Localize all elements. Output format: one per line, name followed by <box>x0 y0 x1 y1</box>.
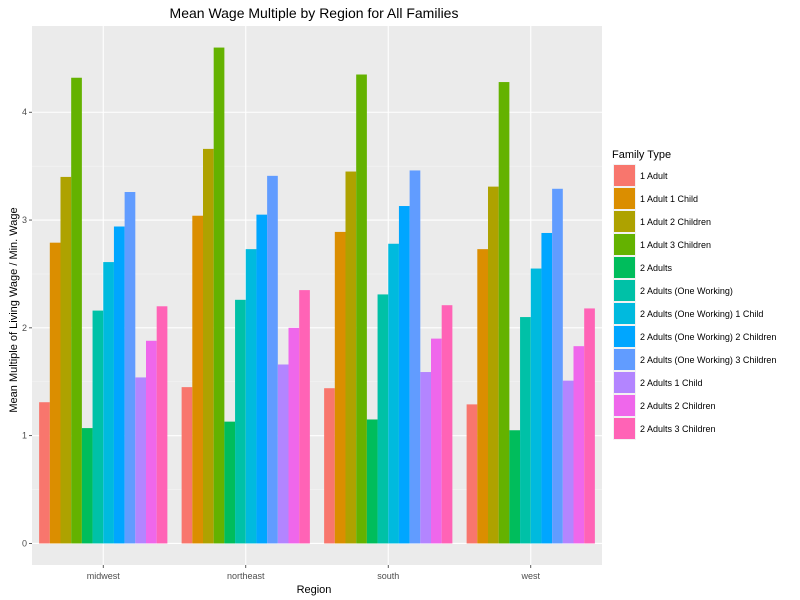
bar <box>81 428 93 544</box>
bar <box>135 377 146 544</box>
bar <box>441 305 453 544</box>
legend-swatch <box>614 418 635 439</box>
x-tick-label: south <box>377 571 399 581</box>
bar <box>146 340 157 544</box>
legend-title: Family Type <box>612 149 671 161</box>
bar <box>488 186 499 544</box>
legend-label: 2 Adults 3 Children <box>640 424 716 434</box>
y-tick-label: 2 <box>22 323 27 333</box>
bar <box>124 192 136 544</box>
legend-label: 1 Adult 1 Child <box>640 194 698 204</box>
bar <box>245 249 257 544</box>
bar <box>192 215 203 544</box>
legend-label: 2 Adults (One Working) 3 Children <box>640 355 776 365</box>
bar <box>299 290 310 544</box>
bar <box>71 77 82 544</box>
bar <box>277 364 289 544</box>
legend-label: 2 Adults (One Working) 1 Child <box>640 309 763 319</box>
legend-swatch <box>614 395 635 416</box>
bar <box>509 430 521 544</box>
bar <box>324 388 335 544</box>
bar <box>103 262 114 544</box>
x-tick-label: midwest <box>87 571 121 581</box>
bar <box>420 372 431 544</box>
bar <box>39 402 50 544</box>
bar <box>388 243 399 544</box>
y-tick-label: 0 <box>22 538 27 548</box>
bar <box>224 421 236 544</box>
bars <box>39 47 595 544</box>
bar <box>477 249 488 544</box>
bar <box>466 404 478 544</box>
bar <box>267 175 278 544</box>
bar <box>334 231 346 544</box>
bar <box>409 170 421 544</box>
bar <box>345 171 357 544</box>
legend: Family Type 1 Adult 1 Adult 1 Child 1 Adul… <box>612 149 776 440</box>
legend-swatch <box>614 234 635 255</box>
legend-label: 2 Adults <box>640 263 673 273</box>
bar <box>92 310 104 544</box>
bar <box>113 226 125 544</box>
bar <box>288 327 300 544</box>
bar <box>573 346 585 544</box>
legend-label: 2 Adults 2 Children <box>640 401 716 411</box>
legend-swatch <box>614 326 635 347</box>
bar <box>235 299 246 544</box>
bar <box>431 338 442 544</box>
bar <box>181 387 193 544</box>
bar <box>356 74 367 544</box>
bar <box>584 308 595 544</box>
bar <box>541 232 553 544</box>
x-axis-title: Region <box>297 584 332 596</box>
legend-label: 1 Adult 3 Children <box>640 240 711 250</box>
x-tick-label: northeast <box>227 571 265 581</box>
bar <box>520 317 531 544</box>
legend-swatch <box>614 372 635 393</box>
y-axis-title: Mean Multiple of Living Wage / Min. Wage <box>8 207 20 412</box>
bar <box>530 268 542 544</box>
bar <box>552 188 563 544</box>
legend-swatch <box>614 188 635 209</box>
bar <box>60 176 72 544</box>
y-tick-label: 1 <box>22 431 27 441</box>
chart-title: Mean Wage Multiple by Region for All Fam… <box>170 5 459 21</box>
bar <box>498 82 510 544</box>
y-tick-label: 3 <box>22 215 27 225</box>
bar <box>377 294 389 544</box>
legend-label: 1 Adult 2 Children <box>640 217 711 227</box>
bar <box>398 206 410 544</box>
y-tick-label: 4 <box>22 107 27 117</box>
legend-swatch <box>614 211 635 232</box>
bar <box>256 214 268 544</box>
legend-swatch <box>614 303 635 324</box>
x-tick-label: west <box>520 571 540 581</box>
y-axis-ticks: 0 1 2 3 4 <box>22 107 32 548</box>
bar <box>562 380 574 544</box>
legend-label: 2 Adults (One Working) <box>640 286 733 296</box>
bar <box>366 419 378 544</box>
legend-label: 1 Adult <box>640 171 668 181</box>
legend-label: 2 Adults (One Working) 2 Children <box>640 332 776 342</box>
bar <box>213 47 225 544</box>
bar <box>156 306 168 544</box>
x-axis-ticks: midwest northeast south west <box>87 565 540 581</box>
legend-swatch <box>614 165 635 186</box>
bar <box>203 148 214 544</box>
legend-label: 2 Adults 1 Child <box>640 378 703 388</box>
legend-swatch <box>614 257 635 278</box>
legend-swatch <box>614 280 635 301</box>
legend-swatch <box>614 349 635 370</box>
bar <box>49 242 61 544</box>
